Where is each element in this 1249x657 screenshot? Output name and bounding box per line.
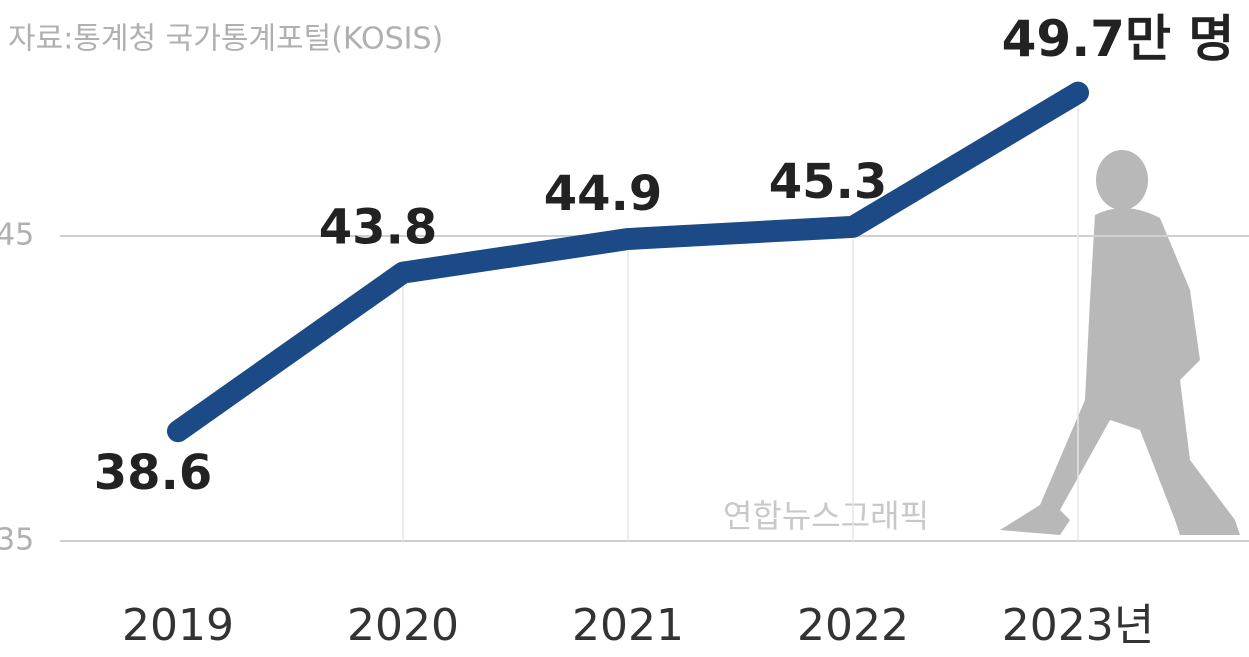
data-line (167, 81, 1089, 443)
x-tick-label: 2021 (572, 600, 684, 651)
x-tick-label: 2020 (347, 600, 459, 651)
credit: 연합뉴스그래픽 (723, 497, 929, 535)
x-tick-label: 2023년 (1002, 600, 1154, 651)
x-tick-label: 2019 (122, 600, 234, 651)
value-label: 43.8 (319, 200, 437, 256)
y-tick-label: 35 (0, 523, 34, 558)
person-silhouette (1000, 150, 1240, 535)
value-label: 38.6 (94, 445, 212, 501)
value-label: 44.9 (544, 166, 662, 222)
x-tick-label: 2022 (797, 600, 909, 651)
source: 자료:통계청 국가통계포털(KOSIS) (8, 22, 443, 57)
y-tick-label: 45 (0, 218, 34, 253)
value-label: 45.3 (769, 154, 887, 210)
plot: 35 45 2019 2020 2021 2022 2023년 38.6 43.8 44.9 45.… (0, 10, 1249, 651)
value-label: 49.7만 명 (1002, 10, 1235, 68)
